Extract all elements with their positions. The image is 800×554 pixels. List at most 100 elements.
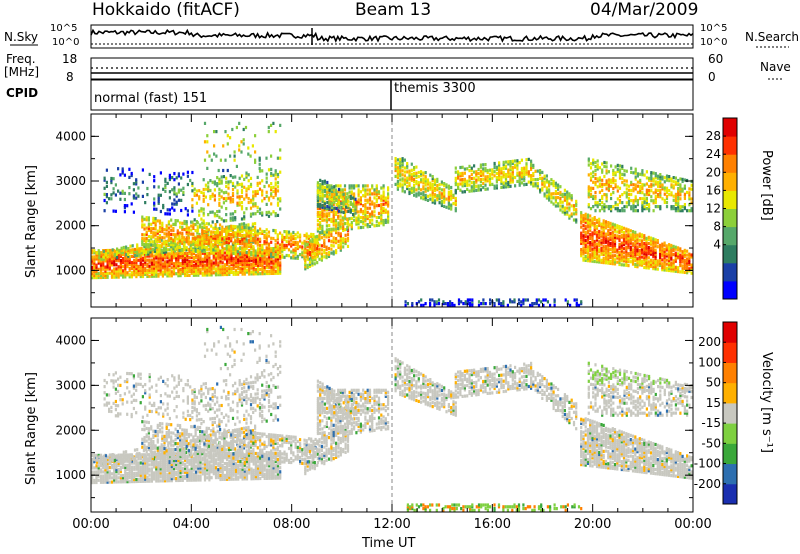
data-cell [548,190,551,194]
data-cell [613,248,617,252]
data-cell [347,205,350,209]
data-cell [272,261,275,265]
data-cell [254,160,257,164]
data-cell [596,179,599,183]
data-cell [366,198,369,202]
data-cell [306,255,309,259]
data-cell [186,259,189,264]
data-cell [233,150,236,154]
data-cell [176,237,179,241]
data-cell [256,175,259,179]
data-cell [105,201,108,205]
data-cell [292,250,295,254]
data-cell [504,181,508,185]
data-cell [145,243,148,247]
data-cell [145,247,148,251]
data-cell [122,250,125,254]
data-cell [321,190,324,194]
data-cell [113,254,116,258]
data-cell [668,262,671,267]
data-cell [167,226,170,230]
data-cell [373,196,376,200]
data-cell [584,240,587,244]
data-cell [201,237,204,241]
data-cell [229,216,232,220]
data-cell [683,252,686,256]
data-cell [304,258,307,263]
data-cell [259,237,262,241]
data-cell [230,224,233,228]
data-cell [452,193,455,197]
data-cell [226,134,229,138]
data-cell [225,207,228,211]
data-cell [265,269,268,274]
data-cell [113,271,116,275]
data-cell [225,245,228,249]
data-cell [232,247,235,251]
data-cell [627,244,630,248]
data-cell [433,303,436,307]
data-cell [559,204,562,208]
data-cell [609,235,612,239]
data-cell [110,273,114,277]
data-cell [632,205,635,209]
data-cell [236,201,239,205]
data-cell [239,233,242,237]
data-cell [212,255,215,259]
data-cell [274,212,277,216]
data-cell [674,182,677,186]
data-cell [475,170,478,174]
data-cell [328,203,331,207]
data-cell [243,256,246,261]
data-cell [630,182,633,187]
data-cell [192,257,195,261]
data-cell [561,210,564,214]
data-cell [679,209,682,213]
data-cell [179,252,182,256]
data-cell [153,247,157,251]
data-cell [99,271,103,275]
data-cell [686,190,689,195]
data-cell [661,197,664,201]
data-cell [595,232,599,236]
data-cell [316,192,319,197]
data-cell [306,243,309,247]
data-cell [523,172,526,176]
data-cell [345,195,348,200]
data-cell [254,231,257,235]
data-cell [665,246,668,250]
data-cell [359,190,362,194]
data-cell [276,246,280,251]
data-cell [431,176,434,181]
data-cell [384,210,387,214]
data-cell [622,226,626,230]
data-cell [477,188,480,192]
data-cell [353,194,356,198]
data-cell [350,227,353,231]
data-cell [263,261,266,265]
data-cell [622,241,626,245]
data-cell [447,206,450,210]
data-cell [197,259,200,263]
data-cell [144,201,147,205]
data-cell [141,270,145,274]
data-cell [226,257,229,261]
data-cell [609,225,612,229]
data-cell [168,270,171,274]
data-cell [559,208,562,212]
data-cell [629,245,632,249]
data-cell [536,169,539,173]
data-cell [618,168,622,172]
data-cell [340,206,343,210]
data-cell [554,200,557,204]
data-cell [238,195,241,199]
data-cell [245,193,248,197]
data-cell [645,182,648,186]
data-cell [190,269,193,273]
data-cell [620,227,623,231]
data-cell [559,192,562,197]
data-cell [221,229,224,233]
data-cell [654,242,657,246]
data-cell [231,194,235,198]
data-cell [339,242,342,246]
